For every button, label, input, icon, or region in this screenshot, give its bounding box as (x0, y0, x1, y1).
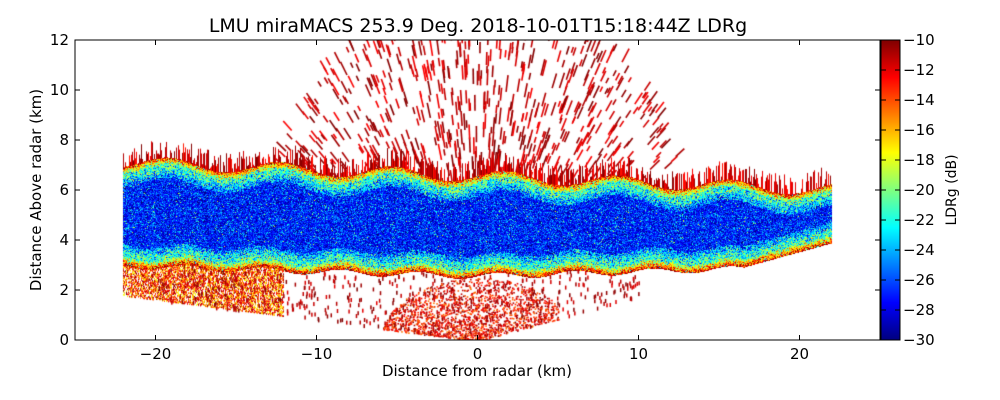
colorbar-tick-label: −14 (903, 91, 935, 109)
x-tick-label: 0 (473, 345, 483, 363)
x-tick-label: 10 (629, 345, 648, 363)
colorbar-tick-label: −28 (903, 301, 935, 319)
ldr-field (75, 40, 880, 340)
y-tick-label: 12 (50, 31, 69, 49)
x-axis-label: Distance from radar (km) (382, 362, 572, 380)
colorbar-tick-label: −22 (903, 211, 935, 229)
y-axis: 0 2 4 6 8 10 12 (50, 31, 880, 349)
colorbar-tick-label: −16 (903, 121, 935, 139)
colorbar-ticks: −10 −12 −14 −16 −18 −20 −22 −24 −26 −28 −30 (881, 31, 935, 349)
y-axis-label: Distance Above radar (km) (27, 89, 45, 291)
x-axis: −20 −10 0 10 20 (140, 40, 809, 363)
chart-title: LMU miraMACS 253.9 Deg. 2018-10-01T15:18… (209, 15, 747, 37)
colorbar: −10 −12 −14 −16 −18 −20 −22 −24 −26 −28 −30 LDRg (… (880, 31, 960, 349)
y-tick-label: 0 (59, 331, 69, 349)
colorbar-label: LDRg (dB) (944, 154, 960, 225)
x-tick-label: 20 (790, 345, 809, 363)
ldr-data-layer (75, 40, 880, 340)
y-tick-label: 6 (59, 181, 69, 199)
y-tick-label: 4 (59, 231, 69, 249)
colorbar-tick-label: −24 (903, 241, 935, 259)
colorbar-tick-label: −30 (903, 331, 935, 349)
colorbar-tick-label: −10 (903, 31, 935, 49)
x-tick-label: −20 (140, 345, 172, 363)
y-tick-label: 2 (59, 281, 69, 299)
colorbar-tick-label: −18 (903, 151, 935, 169)
y-tick-label: 8 (59, 131, 69, 149)
colorbar-tick-label: −26 (903, 271, 935, 289)
y-tick-label: 10 (50, 81, 69, 99)
plot-area (74, 39, 881, 341)
colorbar-tick-label: −20 (903, 181, 935, 199)
x-tick-label: −10 (301, 345, 333, 363)
colorbar-tick-label: −12 (903, 61, 935, 79)
